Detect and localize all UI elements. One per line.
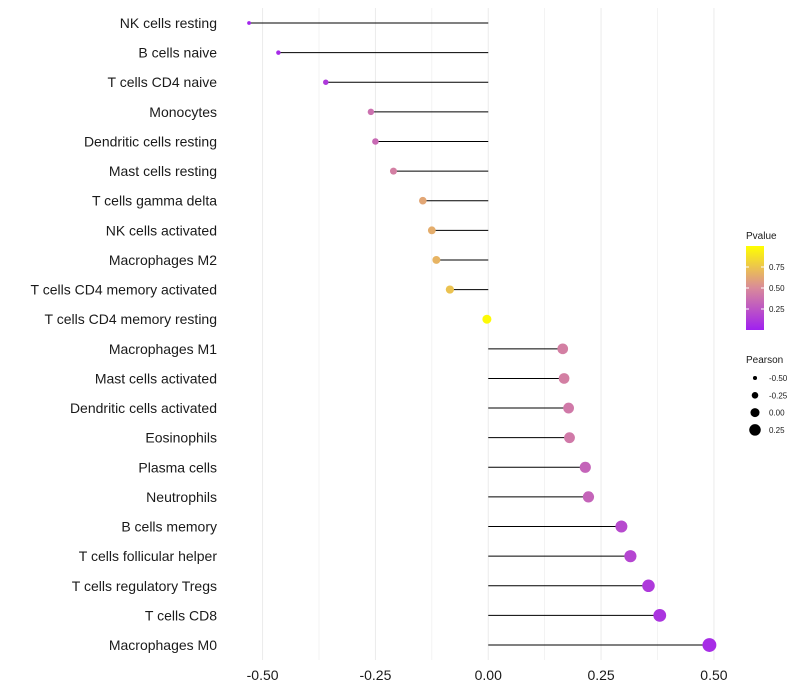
lollipop-point xyxy=(445,285,454,294)
lollipop-point xyxy=(557,343,569,355)
lollipop-point xyxy=(419,196,427,205)
category-label: T cells CD4 memory activated xyxy=(31,282,217,298)
pearson-legend-key xyxy=(750,408,760,418)
x-tick-label: 0.00 xyxy=(475,667,502,683)
category-label: T cells gamma delta xyxy=(92,193,217,209)
category-label: Monocytes xyxy=(149,104,217,120)
lollipop-points xyxy=(247,21,717,652)
pvalue-colorbar xyxy=(746,246,764,330)
category-label: B cells naive xyxy=(138,45,217,61)
pearson-legend-key xyxy=(749,424,761,436)
lollipop-point xyxy=(615,520,628,533)
category-label: Dendritic cells activated xyxy=(70,400,217,416)
category-label: Macrophages M2 xyxy=(109,252,217,268)
pearson-legend-key xyxy=(751,392,759,399)
pvalue-legend-title: Pvalue xyxy=(746,231,777,242)
pvalue-legend-tick-label: 0.50 xyxy=(769,284,785,293)
x-tick-label: 0.50 xyxy=(700,667,727,683)
pearson-legend: Pearson -0.50 -0.25 0.00 0.25 xyxy=(746,355,788,436)
pearson-legend-title: Pearson xyxy=(746,355,783,366)
pearson-legend-key xyxy=(752,375,758,381)
category-label: Mast cells activated xyxy=(95,370,217,386)
lollipop-point xyxy=(702,638,717,652)
lollipop-segments xyxy=(249,22,710,646)
category-label: T cells CD4 naive xyxy=(108,74,218,90)
category-labels: NK cells resting B cells naive T cells CD4… xyxy=(31,15,218,653)
pvalue-legend: Pvalue 0.25 0.50 0.75 xyxy=(746,231,785,330)
pearson-legend-label: 0.00 xyxy=(769,409,785,418)
lollipop-point xyxy=(482,314,492,324)
pvalue-legend-tick-label: 0.75 xyxy=(769,263,785,272)
category-label: T cells CD8 xyxy=(145,607,217,623)
category-label: NK cells resting xyxy=(120,15,217,31)
pearson-legend-label: 0.25 xyxy=(769,426,785,435)
lollipop-point xyxy=(642,579,655,593)
pvalue-legend-tick-label: 0.25 xyxy=(769,305,785,314)
pearson-legend-label: -0.50 xyxy=(769,374,788,383)
pearson-legend-label: -0.25 xyxy=(769,391,788,400)
category-label: Macrophages M0 xyxy=(109,637,217,653)
lollipop-point xyxy=(579,461,591,473)
lollipop-point xyxy=(558,373,570,384)
lollipop-point xyxy=(247,21,251,25)
lollipop-point xyxy=(427,226,436,235)
lollipop-point xyxy=(389,167,397,175)
x-axis-ticks: -0.50 -0.25 0.00 0.25 0.50 xyxy=(247,667,728,683)
lollipop-point xyxy=(564,432,575,444)
lollipop-point xyxy=(432,256,441,264)
category-label: Dendritic cells resting xyxy=(84,133,217,149)
lollipop-point xyxy=(563,402,574,414)
category-label: NK cells activated xyxy=(106,222,217,238)
category-label: Macrophages M1 xyxy=(109,341,217,357)
category-label: T cells follicular helper xyxy=(79,548,218,564)
category-label: Neutrophils xyxy=(146,489,217,505)
lollipop-point xyxy=(367,108,375,116)
category-label: B cells memory xyxy=(121,519,217,535)
lollipop-point xyxy=(276,50,281,55)
lollipop-point xyxy=(653,608,667,622)
grid-lines xyxy=(262,8,715,660)
lollipop-point xyxy=(372,138,379,145)
category-label: T cells CD4 memory resting xyxy=(45,311,217,327)
x-tick-label: 0.25 xyxy=(587,667,614,683)
x-tick-label: -0.50 xyxy=(247,667,279,683)
lollipop-point xyxy=(582,491,595,503)
category-label: Eosinophils xyxy=(145,430,217,446)
category-label: Plasma cells xyxy=(138,459,217,475)
x-tick-label: -0.25 xyxy=(359,667,391,683)
category-label: T cells regulatory Tregs xyxy=(72,578,217,594)
lollipop-point xyxy=(624,550,637,563)
category-label: Mast cells resting xyxy=(109,163,217,179)
lollipop-point xyxy=(323,79,329,85)
